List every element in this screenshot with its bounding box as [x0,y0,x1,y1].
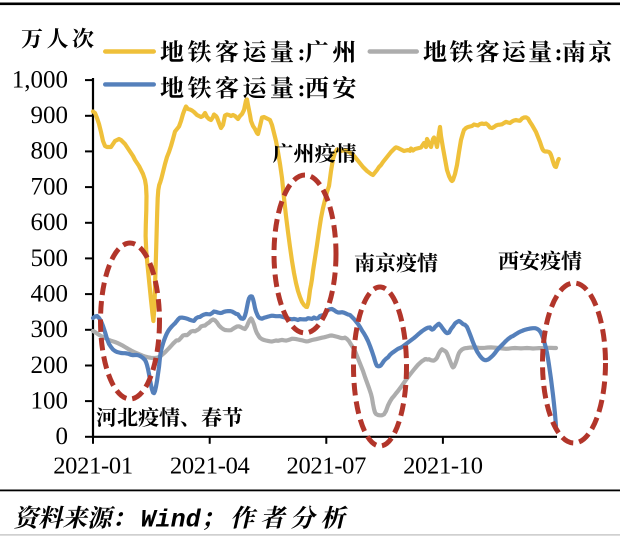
svg-text::: : [298,41,306,67]
svg-text:2021-01: 2021-01 [53,453,133,480]
svg-text:500: 500 [31,245,69,272]
svg-text:700: 700 [31,173,69,200]
svg-text:900: 900 [31,102,69,129]
svg-text::: : [555,41,563,67]
svg-text:200: 200 [31,352,69,379]
svg-text:Wind: Wind [141,506,202,535]
svg-text:800: 800 [31,138,69,165]
svg-text:0: 0 [56,423,69,450]
svg-text:2021-10: 2021-10 [403,453,483,480]
svg-text:1,000: 1,000 [12,66,68,93]
svg-text:600: 600 [31,209,69,236]
svg-text::: : [298,77,306,103]
svg-text:100: 100 [31,387,69,414]
svg-text:300: 300 [31,316,69,343]
svg-text:2021-07: 2021-07 [287,453,367,480]
svg-text:2021-04: 2021-04 [170,453,250,480]
svg-text:400: 400 [31,280,69,307]
